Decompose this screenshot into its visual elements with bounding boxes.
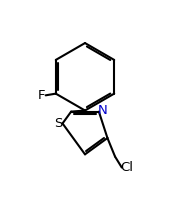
Text: Cl: Cl — [120, 161, 133, 174]
Text: N: N — [98, 104, 107, 117]
Text: S: S — [54, 117, 63, 130]
Text: F: F — [38, 89, 45, 102]
